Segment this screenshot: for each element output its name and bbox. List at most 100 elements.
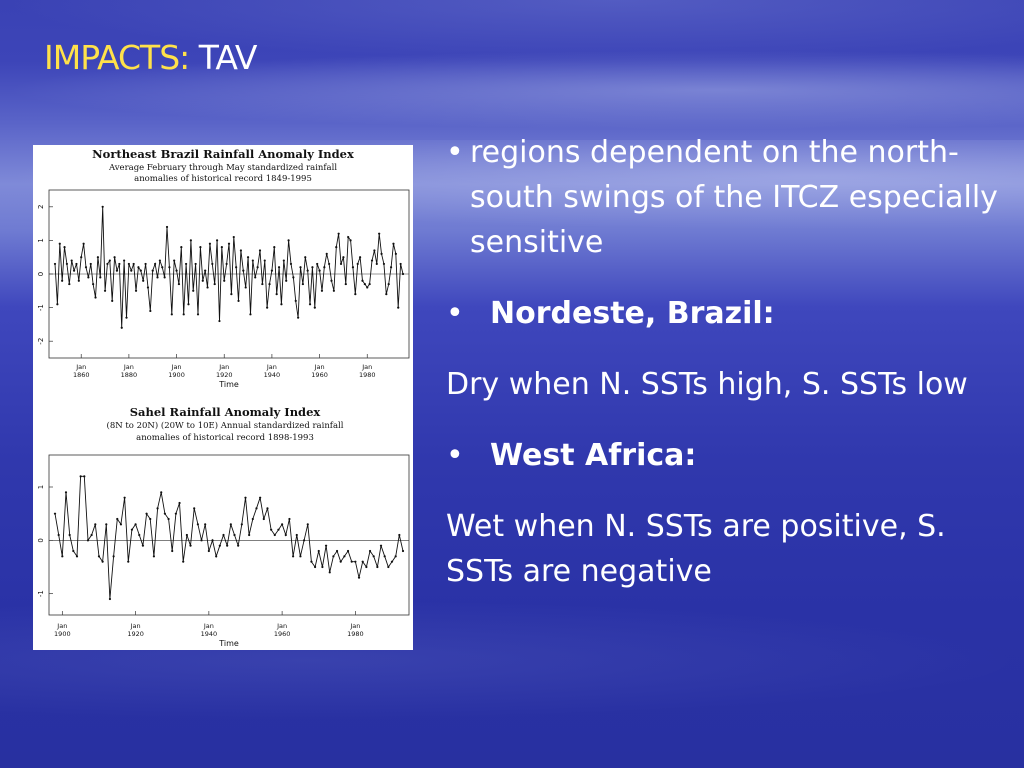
data-point [323, 266, 326, 269]
data-point [171, 549, 174, 553]
data-point [255, 507, 258, 510]
data-point [72, 269, 76, 272]
data-point [335, 549, 339, 553]
data-point [192, 289, 195, 292]
data-point [339, 262, 343, 266]
data-point [53, 512, 57, 515]
data-point [372, 555, 375, 558]
data-point [56, 303, 59, 306]
west-africa-description: Wet when N. SSTs are positive, S. SSTs a… [446, 509, 946, 589]
data-point [178, 501, 181, 505]
data-point [324, 544, 328, 547]
data-point [370, 259, 374, 262]
data-point [251, 259, 254, 262]
data-point [339, 560, 342, 563]
data-point [266, 507, 269, 510]
data-point [266, 306, 269, 309]
bullet-dot: • [446, 135, 464, 170]
x-tick-label: Jan [130, 622, 141, 630]
data-point [132, 262, 135, 266]
data-point [242, 269, 245, 272]
data-point [87, 276, 90, 279]
data-point [130, 269, 133, 272]
data-point [344, 282, 347, 286]
data-point [72, 549, 75, 553]
data-point [101, 560, 104, 563]
data-point [90, 533, 93, 537]
data-point [270, 528, 273, 531]
data-point [165, 225, 169, 229]
data-point [75, 262, 78, 266]
data-point [254, 276, 257, 279]
data-point [167, 517, 170, 521]
x-tick-label: 1920 [127, 630, 144, 638]
data-point [229, 523, 232, 526]
bullet-dot: • [446, 296, 464, 331]
chart1-subtitle: Average February through May standardize… [108, 163, 337, 173]
data-point [280, 303, 283, 306]
data-point [273, 533, 276, 537]
data-point [379, 544, 383, 547]
data-point [248, 533, 251, 537]
bullet-heading-nordeste: Nordeste, Brazil: [490, 296, 775, 331]
data-point [277, 528, 280, 531]
data-point [320, 289, 324, 292]
data-point [146, 286, 150, 289]
data-point [170, 313, 173, 316]
data-point [285, 279, 288, 282]
data-point [394, 555, 397, 558]
data-point [70, 259, 73, 262]
data-point [123, 496, 126, 499]
data-point [86, 539, 90, 542]
chart1-series-line [54, 206, 404, 328]
data-point [182, 560, 185, 563]
x-tick-label: 1960 [274, 630, 291, 638]
data-point [318, 269, 321, 272]
data-point [175, 269, 178, 272]
data-point [237, 544, 240, 547]
x-tick-label: 1860 [73, 371, 90, 379]
data-point [185, 533, 188, 537]
data-point [392, 242, 395, 245]
chart1-xlabel: Time [218, 380, 239, 389]
x-tick-label: 1980 [347, 630, 364, 638]
data-point [144, 262, 147, 266]
data-point [68, 533, 71, 537]
data-point [92, 282, 95, 286]
data-point [232, 235, 235, 239]
chart2-title: Sahel Rainfall Anomaly Index [130, 405, 321, 419]
data-point [213, 282, 216, 286]
x-tick-label: 1940 [201, 630, 218, 638]
data-point [149, 517, 152, 521]
data-point [294, 299, 297, 302]
data-point [53, 262, 57, 266]
data-point [230, 293, 233, 296]
data-point [343, 555, 346, 558]
data-point [211, 539, 214, 542]
data-point [240, 523, 243, 526]
data-point [127, 560, 130, 563]
data-point [244, 286, 247, 289]
data-point [281, 523, 284, 526]
data-point [149, 309, 152, 313]
data-point [189, 544, 192, 547]
data-point [382, 262, 386, 266]
data-point [282, 259, 285, 262]
data-point [113, 256, 116, 259]
y-tick-label: 0 [37, 538, 45, 542]
data-point [75, 555, 79, 558]
data-point [112, 555, 115, 558]
data-point [263, 259, 266, 262]
x-tick-label: 1900 [168, 371, 185, 379]
data-point [226, 544, 229, 547]
slide-title-rest: TAV [189, 38, 258, 77]
x-tick-label: Jan [171, 363, 182, 371]
data-point [328, 571, 331, 574]
data-point [332, 555, 335, 558]
data-point [292, 555, 295, 558]
data-point [99, 276, 102, 279]
data-point [368, 282, 371, 286]
data-point [77, 279, 80, 282]
data-point [57, 533, 60, 537]
x-tick-label: Jan [314, 363, 325, 371]
